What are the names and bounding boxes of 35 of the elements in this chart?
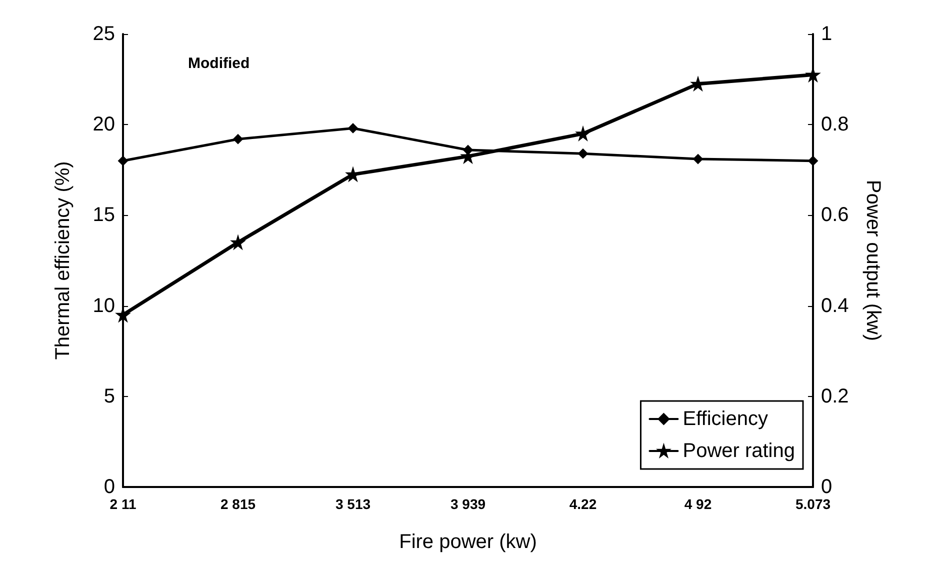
y2-axis-title: Power output (kw) <box>862 180 884 342</box>
annotation: Modified <box>188 55 250 72</box>
y-tick-label: 20 <box>92 114 115 136</box>
x-axis-title: Fire power (kw) <box>399 531 537 553</box>
point <box>693 154 703 164</box>
legend-label: Power rating <box>682 440 796 462</box>
y-tick-label: 25 <box>92 23 115 45</box>
y-axis-title: Thermal efficiency (%) <box>52 161 74 360</box>
y-tick-label: 0 <box>104 476 115 498</box>
y-tick-label: 5 <box>104 385 115 408</box>
y2-tick-label: 0.2 <box>821 385 849 408</box>
point <box>348 123 358 134</box>
point <box>576 126 590 141</box>
point <box>578 148 588 159</box>
y-tick-label: 15 <box>92 204 115 226</box>
y2-tick-label: 0.4 <box>821 294 849 317</box>
y2-tick-label: 0.8 <box>821 114 849 136</box>
point <box>231 235 245 250</box>
x-tick-label: 2 11 <box>110 496 136 512</box>
point <box>118 156 128 166</box>
x-tick-label: 5.073 <box>795 496 831 512</box>
x-tick-label: 4.22 <box>569 496 597 512</box>
point <box>691 76 705 91</box>
y2-tick-label: 0.6 <box>821 204 849 226</box>
y2-tick-label: 0 <box>821 476 832 498</box>
y2-tick-label: 1 <box>821 23 832 45</box>
point <box>808 156 818 166</box>
x-tick-label: 3 939 <box>450 496 486 512</box>
x-tick-label: 3 513 <box>335 496 371 512</box>
x-tick-label: 2 815 <box>220 496 256 512</box>
y-tick-label: 10 <box>92 294 115 317</box>
legend-label: Efficiency <box>682 408 768 430</box>
point <box>346 167 360 182</box>
point <box>233 134 243 144</box>
x-tick-label: 4 92 <box>684 496 712 512</box>
